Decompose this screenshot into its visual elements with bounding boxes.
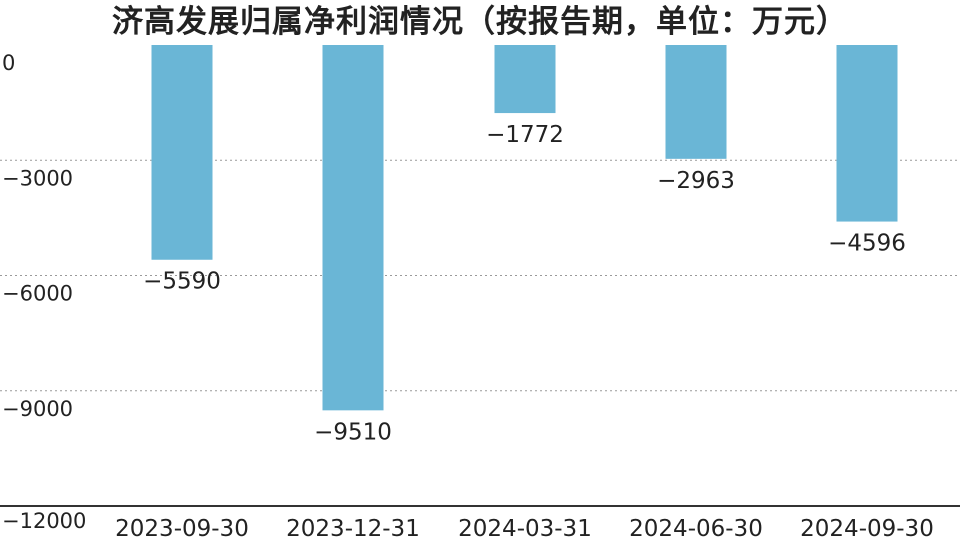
bar	[836, 45, 898, 222]
chart-title: 济高发展归属净利润情况（按报告期，单位：万元）	[112, 4, 848, 40]
bar	[322, 45, 384, 411]
data-label: −1772	[486, 122, 564, 148]
bars	[151, 45, 898, 411]
data-label: −2963	[657, 168, 735, 194]
x-tick-label: 2023-09-30	[115, 516, 249, 540]
x-tick-label: 2023-12-31	[286, 516, 420, 540]
y-axis-tick-labels: 0 −3000 −6000 −9000 −12000	[2, 51, 86, 533]
y-tick-label: −9000	[2, 397, 73, 421]
y-tick-label: −6000	[2, 282, 73, 306]
y-tick-label: 0	[2, 51, 15, 75]
x-tick-label: 2024-06-30	[629, 516, 763, 540]
x-axis-tick-labels: 2023-09-30 2023-12-31 2024-03-31 2024-06-30…	[115, 516, 934, 540]
x-tick-label: 2024-03-31	[458, 516, 592, 540]
y-tick-label: −3000	[2, 166, 73, 190]
bar	[151, 45, 213, 260]
bar	[665, 45, 727, 159]
data-label: −4596	[828, 231, 906, 257]
data-label: −9510	[314, 419, 392, 445]
x-tick-label: 2024-09-30	[800, 516, 934, 540]
data-labels: −5590 −9510 −1772 −2963 −4596	[143, 122, 906, 445]
bar	[494, 45, 556, 114]
y-tick-label: −12000	[2, 509, 86, 533]
data-label: −5590	[143, 269, 221, 295]
